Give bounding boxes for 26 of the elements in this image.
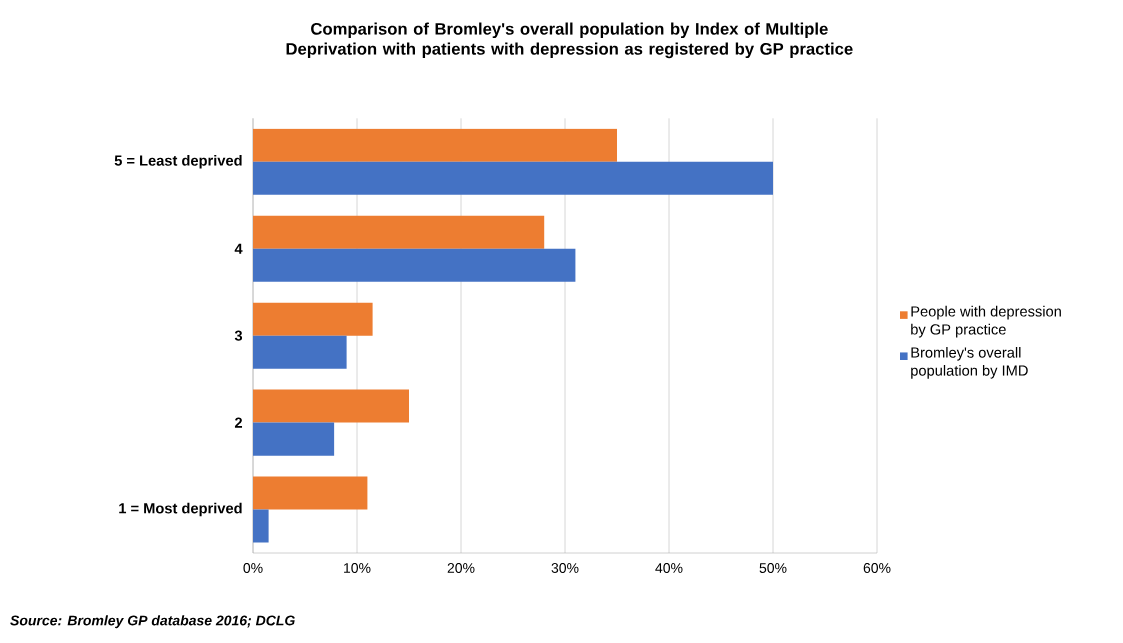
bar	[253, 476, 368, 510]
x-tick-label: 0%	[243, 563, 263, 573]
y-tick-label: 3	[234, 330, 243, 341]
bar	[253, 335, 347, 369]
bar	[253, 302, 373, 336]
legend-label: People with depression by GP practice	[911, 305, 1061, 338]
x-tick-label: 30%	[551, 563, 579, 573]
bar	[253, 161, 774, 195]
y-tick-label: 5 = Least deprived	[114, 154, 242, 169]
bar	[253, 422, 335, 456]
x-tick-label: 60%	[863, 563, 891, 573]
chart-title: Comparison of Bromley's overall population by Index of Multiple Deprivation with patients with depression as registered by GP practice	[286, 22, 853, 59]
source-note: Source: Bromley GP database 2016; DCLG	[10, 615, 295, 629]
bar	[253, 389, 409, 423]
bar	[253, 215, 545, 249]
x-tick-label: 50%	[759, 563, 787, 573]
x-tick-label: 40%	[655, 563, 683, 573]
y-tick-label: 1 = Most deprived	[119, 502, 242, 517]
y-tick-label: 2	[234, 417, 243, 428]
y-tick-label: 4	[234, 243, 243, 254]
x-tick-label: 20%	[447, 563, 475, 573]
x-tick-label: 10%	[344, 563, 371, 573]
bar	[253, 509, 269, 543]
legend-label: Bromley's overall population by IMD	[911, 346, 1028, 379]
bar	[253, 128, 618, 162]
bar	[253, 248, 576, 282]
